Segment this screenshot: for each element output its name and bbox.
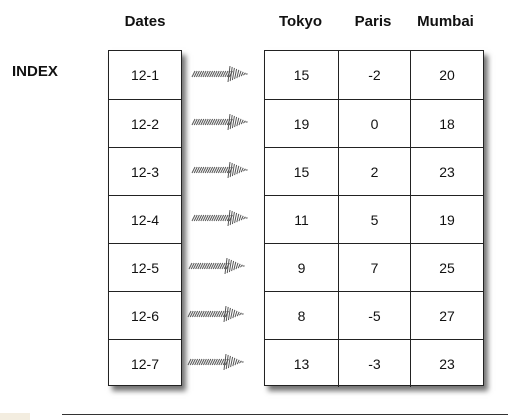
hatched-arrow-icon bbox=[191, 209, 248, 227]
mumbai-cell: 20 bbox=[410, 51, 483, 99]
date-cell: 12-7 bbox=[109, 339, 181, 387]
paris-cell: 5 bbox=[338, 195, 410, 243]
hatched-arrow-icon bbox=[191, 161, 248, 179]
mumbai-cell: 25 bbox=[410, 243, 483, 291]
tokyo-cell: 8 bbox=[265, 291, 338, 339]
index-column: 12-1 12-2 12-3 12-4 12-5 12-6 12-7 bbox=[108, 50, 182, 386]
paris-cell: 2 bbox=[338, 147, 410, 195]
paris-cell: -3 bbox=[338, 339, 410, 387]
dates-header: Dates bbox=[124, 13, 166, 30]
hatched-arrow-icon bbox=[191, 65, 248, 83]
tokyo-header: Tokyo bbox=[278, 13, 323, 30]
tokyo-cell: 13 bbox=[265, 339, 338, 387]
mumbai-cell: 19 bbox=[410, 195, 483, 243]
paris-header: Paris bbox=[354, 13, 392, 30]
date-cell: 12-5 bbox=[109, 243, 181, 291]
mumbai-cell: 23 bbox=[410, 147, 483, 195]
mumbai-cell: 18 bbox=[410, 99, 483, 147]
hatched-arrow-icon bbox=[187, 305, 244, 323]
paris-cell: 0 bbox=[338, 99, 410, 147]
tokyo-cell: 15 bbox=[293, 67, 310, 83]
date-cell: 12-6 bbox=[109, 291, 181, 339]
hatched-arrow-icon bbox=[187, 353, 244, 371]
paris-cell: -5 bbox=[338, 291, 410, 339]
corner-mark bbox=[0, 413, 30, 420]
mumbai-cell: 23 bbox=[410, 339, 483, 387]
index-label: INDEX bbox=[12, 63, 58, 80]
mumbai-cell: 27 bbox=[410, 291, 483, 339]
bottom-divider bbox=[62, 414, 508, 415]
tokyo-cell: 11 bbox=[265, 195, 338, 243]
date-cell: 12-1 bbox=[130, 67, 160, 83]
hatched-arrow-icon bbox=[188, 257, 245, 275]
mumbai-header: Mumbai bbox=[417, 13, 474, 30]
hatched-arrow-icon bbox=[191, 113, 248, 131]
tokyo-cell: 15 bbox=[265, 147, 338, 195]
data-table: 15 -2 20 19 0 18 15 2 23 11 5 19 9 7 25 8 -5 27 13 -3 23 bbox=[264, 50, 484, 387]
date-cell: 12-3 bbox=[109, 147, 181, 195]
date-cell: 12-4 bbox=[109, 195, 181, 243]
paris-cell: 7 bbox=[338, 243, 410, 291]
tokyo-cell: 9 bbox=[265, 243, 338, 291]
date-cell: 12-2 bbox=[109, 99, 181, 147]
paris-cell: -2 bbox=[338, 51, 410, 99]
tokyo-cell: 19 bbox=[265, 99, 338, 147]
